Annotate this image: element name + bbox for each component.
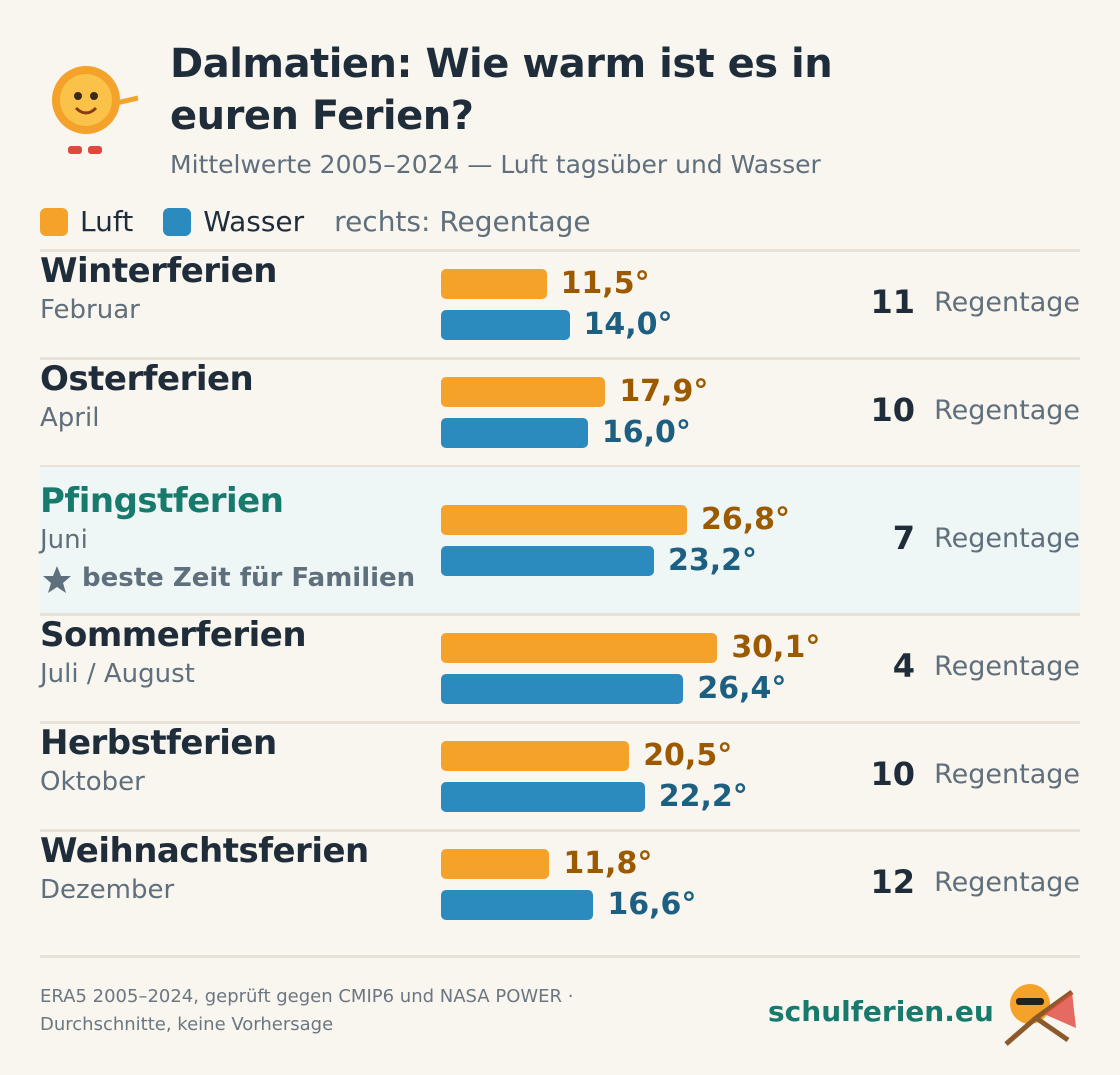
separator: [40, 955, 1080, 958]
sun-deckchair: [1004, 984, 1076, 1046]
bar: [441, 890, 594, 920]
brand: schulferien.eu: [768, 995, 994, 1028]
value-label: 17,9°: [619, 374, 709, 409]
bar: [441, 505, 688, 535]
bar: [441, 418, 588, 448]
sun-mascot: [52, 66, 139, 154]
rain-days: 4: [892, 647, 915, 685]
category-sublabel: Juli / August: [40, 659, 195, 689]
bar: [441, 633, 718, 663]
separator: [40, 613, 1080, 616]
value-label: 20,5°: [643, 738, 733, 773]
legend-note: rechts: Regentage: [334, 205, 591, 238]
category-label: Herbstferien: [40, 723, 277, 763]
value-label: 26,4°: [697, 671, 787, 706]
title: Dalmatien: Wie warm ist es in euren Feri…: [170, 41, 833, 139]
rain-label: Regentage: [934, 523, 1080, 554]
category-sublabel: Dezember: [40, 875, 175, 905]
separator: [40, 465, 1080, 468]
category-note: beste Zeit für Familien: [82, 563, 416, 593]
legend-swatch: [163, 208, 192, 236]
value-label: 11,5°: [560, 266, 650, 301]
rain-label: Regentage: [934, 867, 1080, 898]
rain-label: Regentage: [934, 759, 1080, 790]
bar: [441, 849, 550, 879]
value-label: 26,8°: [701, 502, 791, 537]
category-label: Osterferien: [40, 359, 254, 399]
category-sublabel: Februar: [40, 295, 140, 325]
bar: [441, 782, 645, 812]
rain-days: 7: [892, 519, 915, 557]
category-sublabel: Oktober: [40, 767, 145, 797]
separator: [40, 829, 1080, 832]
separator: [40, 721, 1080, 724]
legend-label: Wasser: [203, 205, 305, 238]
rain-label: Regentage: [934, 287, 1080, 318]
legend-swatch: [40, 208, 68, 236]
source: ERA5 2005–2024, geprüft gegen CMIP6 und …: [40, 986, 574, 1007]
source: Durchschnitte, keine Vorhersage: [40, 1014, 334, 1035]
separator: [40, 249, 1080, 252]
category-label: Weihnachtsferien: [40, 831, 369, 871]
category-label: Pfingstferien: [40, 481, 284, 521]
value-label: 22,2°: [658, 779, 748, 814]
value-label: 16,0°: [601, 415, 691, 450]
bar: [441, 377, 606, 407]
value-label: 30,1°: [731, 630, 821, 665]
bar: [441, 674, 684, 704]
bar: [441, 546, 654, 576]
highlight: [40, 467, 1080, 613]
value-label: 14,0°: [583, 307, 673, 342]
rain-label: Regentage: [934, 395, 1080, 426]
star-icon: [43, 566, 71, 593]
rain-days: 10: [870, 755, 915, 793]
category-sublabel: Juni: [40, 525, 88, 555]
value-label: 16,6°: [607, 887, 697, 922]
category-sublabel: April: [40, 403, 100, 433]
category-label: Sommerferien: [40, 615, 307, 655]
bar: [441, 741, 630, 771]
category-label: Winterferien: [40, 251, 277, 291]
subtitle: Mittelwerte 2005–2024 — Luft tagsüber un…: [170, 150, 821, 179]
rain-days: 11: [870, 283, 915, 321]
bar: [441, 269, 547, 299]
legend-label: Luft: [80, 205, 134, 238]
bar: [441, 310, 570, 340]
rain-days: 12: [870, 863, 915, 901]
rain-days: 10: [870, 391, 915, 429]
separator: [40, 357, 1080, 360]
rain-label: Regentage: [934, 651, 1080, 682]
value-label: 23,2°: [667, 543, 757, 578]
value-label: 11,8°: [563, 846, 653, 881]
